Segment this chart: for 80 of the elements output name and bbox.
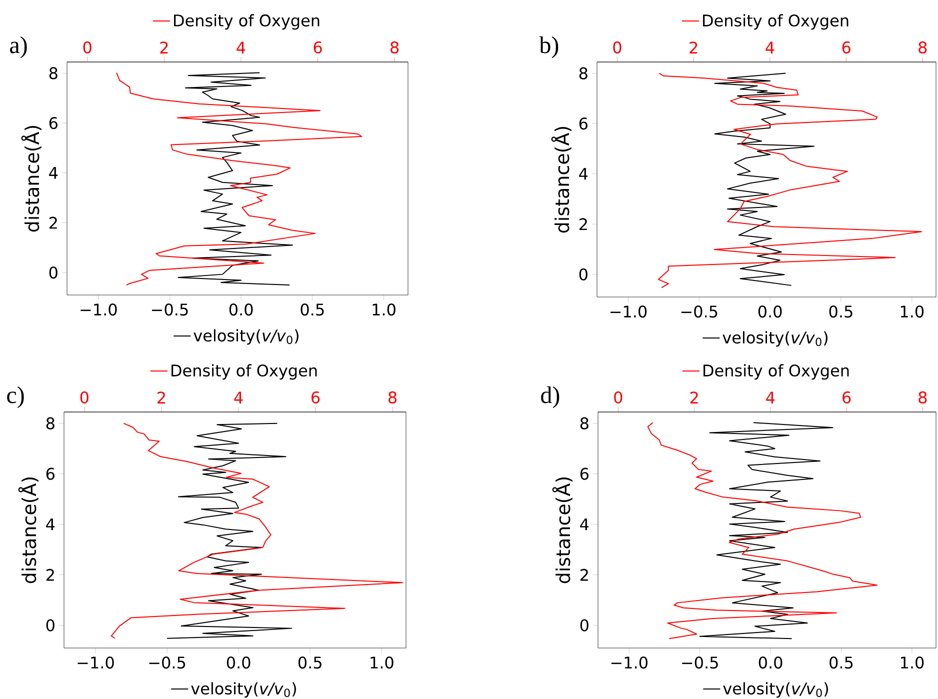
y-tick-label: 6 [579,118,588,130]
x-tick-label: 0.5 [298,656,322,669]
y-tick-label: 2 [49,216,57,229]
x-tick-label: −1.0 [78,656,114,669]
y-tick-label: 0 [49,266,58,279]
x-tick-label: 1.0 [901,656,924,669]
y-tick-label: 2 [580,568,588,581]
y-tick-label: 2 [579,218,587,230]
y-tick-label: 8 [49,67,58,80]
x-tick-label: 0.0 [229,304,253,316]
x2-tick-label: 0 [80,391,88,404]
x2-tick-label: 4 [766,392,775,404]
x-tick-label: −0.5 [149,656,186,669]
legend-label: velosity(v/v$_{0}$) [722,331,828,347]
legend-label: Density of Oxygen [704,364,849,380]
y-axis-title: distance(Å) [18,477,38,584]
x2-tick-label: 6 [842,391,851,404]
x2-tick-label: 6 [842,41,850,54]
legend-label: Density of Oxygen [172,364,317,380]
y-tick-label: 8 [46,417,54,430]
x2-tick-label: 4 [234,392,243,404]
x-tick-label: 0.5 [300,304,324,316]
x-tick-label: 0.0 [758,306,782,318]
line-series [166,422,292,639]
x-tick-label: −0.5 [681,306,718,318]
x-tick-label: −0.5 [682,656,718,669]
y-tick-label: 0 [580,619,588,632]
chart-title: c) [7,386,24,408]
y-tick-label: 4 [580,518,589,530]
y-axis-title: distance(Å) [552,477,572,584]
x-tick-label: 1.0 [900,306,924,318]
line-series [714,72,815,286]
x-tick-label: 1.0 [372,304,396,316]
x-tick-label: −0.5 [152,304,188,316]
y-axis-title: distance(Å) [551,126,572,233]
x-tick-label: −1.0 [80,304,117,316]
y-tick-label: 4 [579,168,588,180]
chart-title: a) [10,36,27,58]
x2-tick-label: 4 [236,42,246,54]
x2-tick-label: 6 [312,391,320,404]
y-tick-label: 8 [580,417,588,430]
legend-label: velosity(v/v$_{0}$) [191,682,296,698]
x-tick-label: 0.5 [830,656,853,669]
y-tick-label: 6 [580,468,588,480]
y-tick-label: 0 [46,619,54,632]
y-tick-label: 4 [46,518,55,530]
x-tick-label: 0.5 [829,306,852,318]
legend-label: Density of Oxygen [174,14,320,30]
y-tick-label: 8 [579,67,588,80]
y-tick-label: 6 [46,468,54,480]
x-tick-label: −1.0 [610,306,647,318]
x2-tick-label: 0 [613,41,622,54]
line-series [178,72,293,286]
y-tick-label: 4 [49,167,58,179]
y-tick-label: 6 [49,116,58,130]
x2-tick-label: 2 [690,392,698,404]
x-tick-label: 0.0 [226,656,250,669]
x2-tick-label: 8 [918,41,927,54]
x2-tick-label: 2 [158,392,165,404]
x2-tick-label: 0 [614,391,622,404]
x2-tick-label: 2 [160,42,168,54]
x-tick-label: 0.0 [758,656,782,669]
legend-label: velosity(v/v$_{0}$) [194,329,298,345]
y-tick-label: 0 [579,268,588,280]
y-axis-title: distance(Å) [21,126,42,232]
x-tick-label: 1.0 [370,656,394,669]
chart-title: b) [539,36,558,58]
x2-tick-label: 6 [314,41,322,54]
x-tick-label: −1.0 [611,656,648,669]
x2-tick-label: 8 [918,391,927,404]
line-series [699,422,834,640]
x2-tick-label: 8 [390,41,399,54]
chart-title: d) [541,386,560,408]
x2-tick-label: 2 [690,42,698,54]
x2-tick-label: 0 [83,41,92,54]
legend-label: velosity(v/v$_{0}$) [723,682,828,698]
legend-label: Density of Oxygen [703,14,848,30]
x2-tick-label: 8 [388,391,397,404]
x2-tick-label: 4 [766,42,774,54]
y-tick-label: 2 [46,568,54,581]
